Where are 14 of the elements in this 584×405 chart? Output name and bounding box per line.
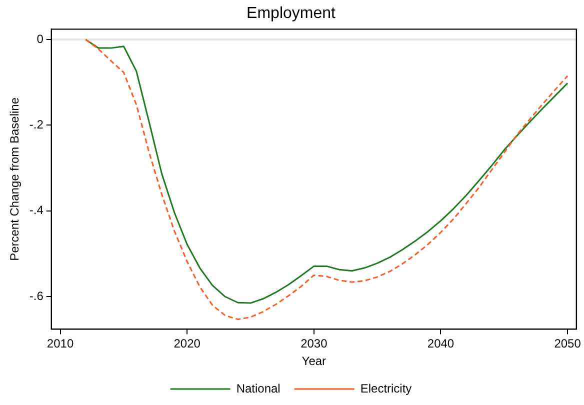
legend-label: Electricity xyxy=(360,381,412,396)
y-tick-label: -.2 xyxy=(29,118,44,132)
legend-label: National xyxy=(236,381,280,396)
x-tick-label: 2040 xyxy=(427,336,454,351)
x-tick-label: 2010 xyxy=(46,336,74,351)
x-tick-label: 2030 xyxy=(300,336,328,351)
y-tick-label: -.6 xyxy=(29,288,44,303)
x-tick-label: 2020 xyxy=(174,336,201,351)
x-axis-title: Year xyxy=(302,354,326,368)
y-axis-title: Percent Change from Baseline xyxy=(8,97,22,261)
x-tick-label: 2050 xyxy=(554,336,582,351)
y-tick-label: -.4 xyxy=(29,203,44,218)
chart-title: Employment xyxy=(246,5,336,22)
y-tick-label: 0 xyxy=(36,32,44,46)
